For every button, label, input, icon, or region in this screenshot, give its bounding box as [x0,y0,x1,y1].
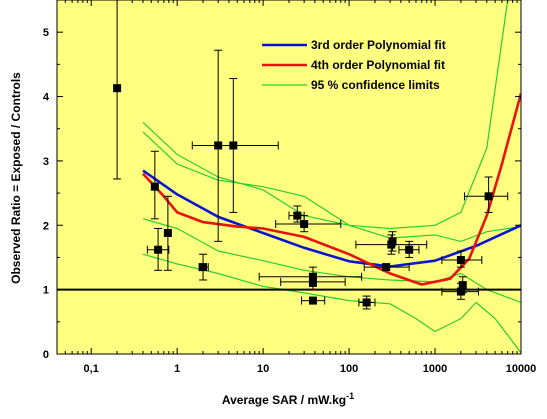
data-point-9 [308,272,317,281]
x-tick-label: 1 [174,363,180,375]
data-point-5 [214,141,223,150]
data-point-20 [484,192,493,201]
x-tick-label: 0,1 [84,363,99,375]
y-tick-label: 0 [43,349,49,361]
y-tick-label: 3 [43,156,49,168]
series-line-1 [142,92,521,286]
series-line-0 [142,169,521,268]
x-axis-title-text: Average SAR / mW.kg [222,393,346,407]
legend: 3rd order Polynomial fit 4th order Polyno… [262,38,446,92]
data-point-15 [388,237,397,246]
data-point-0 [113,84,122,93]
data-point-12 [362,298,371,307]
data-point-17 [456,256,465,265]
axes-layer: 0 1 2 3 4 5 0,1 1 10 100 1000 10000 [43,0,536,375]
legend-label-1: 4th order Polynomial fit [311,58,445,72]
y-tick-label: 2 [43,220,49,232]
data-point-19 [456,287,465,296]
data-point-8 [300,219,309,228]
data-point-2 [154,245,163,254]
series-line-5 [142,253,521,354]
x-tick-label: 10000 [506,363,537,375]
y-tick-label: 4 [43,92,50,104]
plot-area [57,0,521,354]
markers-layer [113,84,493,307]
legend-label-0: 3rd order Polynomial fit [311,38,446,52]
data-point-16 [405,245,414,254]
fit-curves-layer [142,0,521,354]
x-tick-label: 10 [257,363,269,375]
y-tick-label: 5 [43,27,49,39]
data-point-13 [382,263,391,272]
x-axis-title: Average SAR / mW.kg-1 [222,391,354,407]
x-tick-label: 100 [340,363,358,375]
data-point-3 [163,228,172,237]
series-line-3 [142,131,521,242]
x-axis-title-superscript: -1 [346,391,354,401]
data-point-6 [229,141,238,150]
x-tick-label: 1000 [423,363,447,375]
legend-label-2: 95 % confidence limits [311,78,440,92]
data-point-4 [199,263,208,272]
y-axis-title: Observed Ratio = Exposed / Controls [9,72,23,284]
data-point-11 [308,296,317,305]
data-point-1 [150,182,159,191]
y-tick-label: 1 [43,285,49,297]
data-point-10 [308,277,317,286]
data-point-7 [293,211,302,220]
data-point-18 [458,281,467,290]
